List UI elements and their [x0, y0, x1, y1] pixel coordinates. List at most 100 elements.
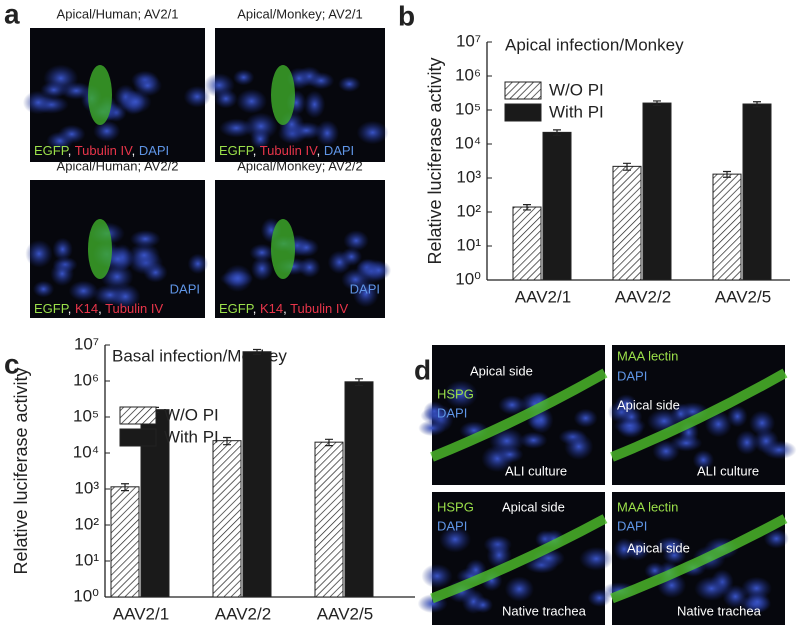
image-label: DAPI — [437, 405, 467, 420]
nucleus — [498, 395, 526, 415]
legend-label: With PI — [549, 102, 604, 121]
nucleus — [573, 408, 598, 428]
legend-label: W/O PI — [164, 405, 219, 424]
nucleus — [472, 596, 494, 614]
y-tick-label: 10⁷ — [74, 334, 99, 353]
bar — [344, 381, 374, 598]
nucleus — [761, 440, 797, 460]
image-label: Apical side — [617, 397, 680, 412]
caption-part: Tubulin IV — [105, 301, 163, 316]
caption-part: Tubulin IV — [75, 143, 133, 158]
micrograph-texture — [418, 368, 608, 473]
cell-stain — [271, 219, 295, 279]
caption-part: K14 — [75, 301, 98, 316]
nucleus — [223, 264, 253, 293]
nucleus — [722, 584, 749, 609]
bar — [110, 486, 140, 598]
nucleus — [749, 410, 776, 436]
y-axis-label: Relative luciferase activity — [425, 57, 445, 264]
bar — [512, 206, 542, 281]
nucleus — [183, 85, 211, 108]
panel-letter: b — [398, 0, 415, 31]
nucleus — [486, 541, 512, 569]
error-bar — [623, 162, 631, 171]
cell-stain — [88, 65, 112, 125]
nucleus — [250, 256, 274, 281]
nucleus — [25, 239, 53, 268]
cell-stain — [271, 65, 295, 125]
nucleus — [418, 420, 446, 437]
image-caption: EGFP, K14, Tubulin IV — [34, 301, 163, 316]
y-tick-label: 10⁶ — [455, 65, 481, 84]
y-tick-label: 10² — [74, 514, 99, 533]
y-tick-label: 10⁰ — [455, 269, 481, 288]
caption-part: , — [68, 301, 75, 316]
stain-band — [610, 514, 788, 604]
nucleus — [219, 118, 254, 138]
image-label: Native trachea — [502, 603, 587, 618]
nucleus — [52, 237, 73, 261]
error-bar — [753, 101, 761, 108]
nucleus — [670, 434, 703, 452]
nucleus — [50, 261, 75, 287]
error-bar — [523, 204, 531, 211]
y-tick-label: 10¹ — [74, 550, 99, 569]
y-tick-label: 10⁴ — [455, 133, 481, 152]
nucleus — [343, 230, 369, 252]
error-bar — [223, 436, 231, 446]
cell-stain — [88, 219, 112, 279]
caption-part: DAPI — [324, 143, 354, 158]
error-bar — [121, 483, 129, 492]
caption-part: DAPI — [139, 143, 169, 158]
image-caption: EGFP, K14, Tubulin IV — [219, 301, 348, 316]
nucleus — [119, 89, 152, 114]
nucleus — [250, 128, 271, 150]
image-caption: EGFP, Tubulin IV, DAPI — [34, 143, 169, 158]
image-label: DAPI — [617, 518, 647, 533]
caption-part: K14 — [260, 301, 283, 316]
legend-label: With PI — [164, 427, 219, 446]
nucleus — [249, 243, 275, 262]
nucleus — [744, 590, 771, 613]
image-label: Native trachea — [677, 603, 762, 618]
micrograph-texture — [203, 65, 389, 150]
caption-part: Tubulin IV — [260, 143, 318, 158]
error-bar — [723, 170, 731, 178]
y-tick-label: 10² — [456, 201, 481, 220]
nucleus — [579, 546, 614, 571]
micrograph-texture — [601, 514, 789, 614]
caption-part: , — [283, 301, 290, 316]
x-tick-label: AAV2/2 — [615, 287, 671, 306]
image-label: MAA lectin — [617, 348, 678, 363]
nucleus — [564, 433, 594, 461]
micrograph-texture — [22, 64, 211, 151]
image-label: HSPG — [437, 499, 474, 514]
image-label: MAA lectin — [617, 499, 678, 514]
y-tick-label: 10⁶ — [73, 370, 99, 389]
micrograph-texture — [25, 219, 209, 310]
x-tick-label: AAV2/1 — [113, 604, 169, 623]
nucleus — [293, 238, 320, 257]
nucleus — [519, 431, 548, 449]
nucleus — [439, 526, 472, 553]
nucleus — [735, 430, 759, 455]
nucleus — [298, 257, 321, 278]
nucleus — [214, 88, 238, 109]
y-tick-label: 10⁵ — [73, 406, 99, 425]
image-label: Apical side — [627, 540, 690, 555]
y-tick-label: 10⁵ — [455, 99, 481, 118]
y-tick-label: 10³ — [456, 167, 481, 186]
x-tick-label: AAV2/5 — [715, 287, 771, 306]
image-label: Apical side — [470, 363, 533, 378]
nucleus — [303, 90, 326, 119]
caption-part: Tubulin IV — [290, 301, 348, 316]
image-label: ALI culture — [697, 463, 759, 478]
bar — [314, 441, 344, 598]
nucleus — [613, 417, 646, 435]
caption-part: , — [98, 301, 105, 316]
y-tick-label: 10⁴ — [73, 442, 99, 461]
legend-swatch — [119, 406, 157, 425]
y-tick-label: 10¹ — [456, 235, 481, 254]
caption-part: , — [253, 301, 260, 316]
